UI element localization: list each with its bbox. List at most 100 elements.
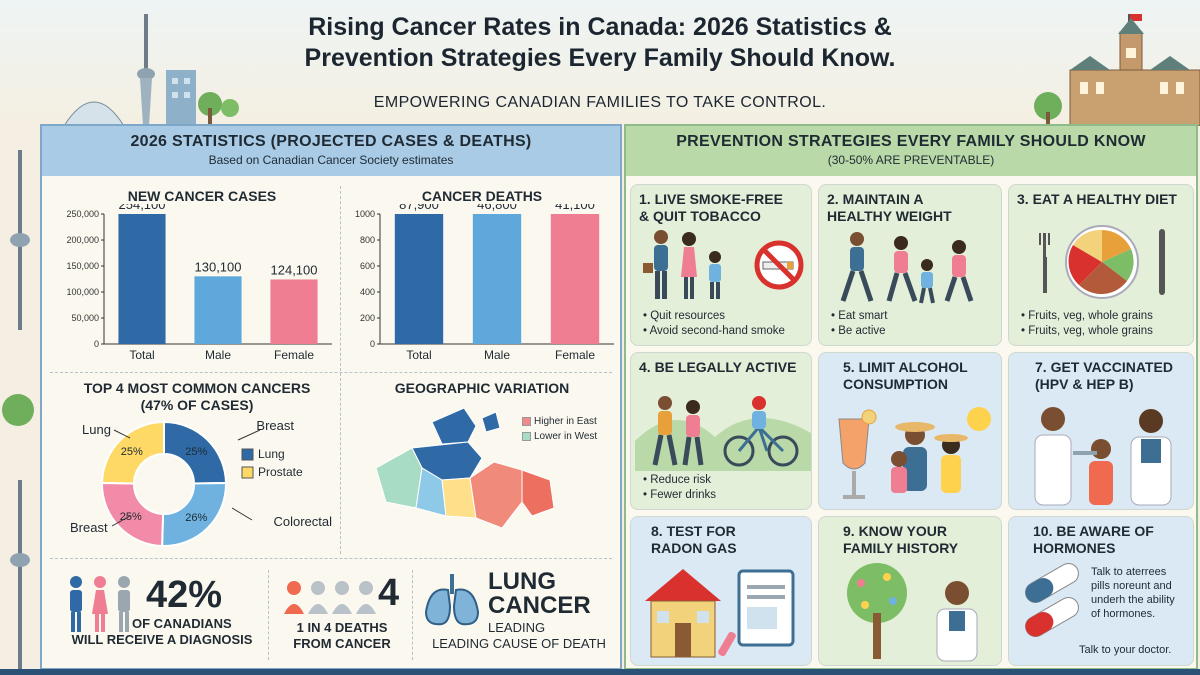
prevention-panel-subtitle: (30-50% ARE PREVENTABLE) — [827, 153, 995, 167]
donut-slice-2 — [161, 482, 227, 547]
bar-value-label: 130,100 — [195, 259, 242, 274]
cocktail-family-icon — [838, 407, 991, 499]
stat-1-in-4-caption: 1 IN 4 DEATHS FROM CANCER — [293, 620, 391, 651]
card-title: 5. LIMIT ALCOHOL CONSUMPTION — [843, 359, 968, 392]
prevention-panel: PREVENTION STRATEGIES EVERY FAMILY SHOUL… — [624, 124, 1198, 670]
card-hormones: 10. BE AWARE OF HORMONES Talk to aterree… — [1008, 516, 1194, 666]
card-be-active: 4. BE LEGALLY ACTIVE Reduce risk Fewer d… — [630, 352, 812, 510]
new-cancer-cases-chart: 0 50,000 100,000 150,000 200,000 250,000 254,1… — [66, 204, 332, 362]
footer-bar — [0, 669, 1200, 675]
chart-deaths-title: CANCER DEATHS — [421, 188, 543, 204]
house-radon-test-icon — [645, 569, 795, 658]
bar-female — [550, 214, 600, 344]
hormones-note: Talk to aterrees pills noreunt and under… — [1091, 566, 1175, 620]
page-subtitle: EMPOWERING CANADIAN FAMILIES TO TAKE CON… — [373, 94, 827, 111]
legend-label: Prostate — [258, 465, 303, 479]
bar-total — [118, 214, 166, 344]
card-title: 1. LIVE SMOKE-FREE & QUIT TOBACCO — [639, 191, 783, 224]
header: Rising Cancer Rates in Canada: 2026 Stat… — [0, 0, 1200, 126]
family-exercising-icon — [840, 232, 974, 304]
bar-value-label: 254,100 — [119, 204, 166, 212]
page-title: Rising Cancer Rates in Canada: 2026 Stat… — [304, 13, 896, 72]
card-title: 2. MAINTAIN A HEALTHY WEIGHT — [827, 191, 952, 224]
card-limit-alcohol: 5. LIMIT ALCOHOL CONSUMPTION — [818, 352, 1002, 510]
bar-female — [270, 279, 318, 344]
chart-cases-title: NEW CANCER CASES — [127, 188, 277, 204]
card-title: 3. EAT A HEALTHY DIET — [1017, 191, 1177, 207]
donut-callout-label: Breast — [70, 520, 108, 535]
card-list: Reduce risk Fewer drinks — [643, 473, 716, 503]
callout-line — [231, 507, 253, 521]
y-tick-label: 0 — [370, 339, 375, 349]
donut-title: TOP 4 MOST COMMON CANCERS (47% OF CASES) — [83, 380, 311, 413]
statistics-panel-title: 2026 STATISTICS (PROJECTED CASES & DEATH… — [130, 133, 532, 150]
stat-42-caption: OF CANADIANS WILL RECEIVE A DIAGNOSIS — [71, 616, 253, 647]
toronto-skyline-illustration — [63, 14, 239, 126]
donut-slice-label: 25% — [121, 446, 143, 458]
y-tick-label: 0 — [94, 339, 99, 349]
statistics-panel-header: 2026 STATISTICS (PROJECTED CASES & DEATH… — [42, 126, 620, 176]
stat-lung-cancer-caption: LEADING CAUSE OF DEATH — [432, 636, 606, 651]
card-smoke-free: 1. LIVE SMOKE-FREE & QUIT TOBACCO Quit r… — [630, 184, 812, 346]
geo-legend-item-west: Lower in West — [522, 429, 597, 444]
bar-total — [394, 214, 444, 344]
legend-swatch — [241, 448, 254, 461]
card-title: 9. KNOW YOUR FAMILY HISTORY — [843, 523, 959, 556]
stat-42-percent: 42% — [146, 574, 223, 616]
donut-slice-label: 25% — [185, 446, 207, 458]
x-tick-label: Female — [274, 348, 314, 362]
y-tick-label: 150,000 — [66, 261, 99, 271]
bar-value-label: 46,800 — [477, 204, 517, 212]
card-list: Quit resources Avoid second-hand smoke — [643, 309, 785, 339]
y-tick-label: 200 — [360, 313, 375, 323]
x-tick-label: Total — [129, 348, 154, 362]
x-tick-label: Male — [484, 348, 510, 362]
donut-callout-label: Colorectal — [273, 514, 332, 529]
legend-swatch — [241, 466, 254, 479]
y-tick-label: 100,000 — [66, 287, 99, 297]
x-tick-label: Total — [406, 348, 431, 362]
geo-legend: Higher in East Lower in West — [522, 414, 597, 444]
doctor-vaccine-icon — [1034, 407, 1172, 506]
parliament-building-illustration — [1034, 14, 1200, 126]
stat-1-in-4-number: 4 — [378, 572, 400, 614]
bar-value-label: 41,100 — [555, 204, 595, 212]
card-title: 4. BE LEGALLY ACTIVE — [639, 359, 797, 375]
y-tick-label: 1000 — [355, 209, 375, 219]
callout-line — [113, 429, 131, 439]
y-tick-label: 50,000 — [71, 313, 99, 323]
bar-male — [194, 276, 242, 344]
geo-title: GEOGRAPHIC VARIATION — [394, 380, 570, 396]
card-healthy-diet: 3. EAT A HEALTHY DIET Fruits, veg, whole… — [1008, 184, 1194, 346]
cancer-deaths-chart: 0 200 400 600 800 1000 87,900 Total 46,800 Male 41… — [355, 204, 614, 362]
hiking-cycling-icon — [635, 396, 811, 471]
people-group-icon — [70, 576, 130, 632]
y-tick-label: 200,000 — [66, 235, 99, 245]
y-tick-label: 250,000 — [66, 209, 99, 219]
bar-value-label: 124,100 — [271, 262, 318, 277]
callout-line — [111, 515, 131, 527]
y-tick-label: 400 — [360, 287, 375, 297]
healthy-plate-icon — [1039, 225, 1165, 299]
card-family-history: 9. KNOW YOUR FAMILY HISTORY — [818, 516, 1002, 666]
y-tick-label: 600 — [360, 261, 375, 271]
prevention-panel-title: PREVENTION STRATEGIES EVERY FAMILY SHOUL… — [676, 133, 1146, 150]
callout-line — [237, 429, 261, 441]
donut-slice-3 — [101, 482, 165, 548]
geo-legend-item-east: Higher in East — [522, 414, 597, 429]
card-healthy-weight: 2. MAINTAIN A HEALTHY WEIGHT Eat smart B… — [818, 184, 1002, 346]
donut-slice-label: 25% — [120, 511, 142, 523]
statistics-panel-subtitle: Based on Canadian Cancer Society estimat… — [208, 153, 454, 167]
card-get-vaccinated: 7. GET VACCINATED (HPV & HEP B) — [1008, 352, 1194, 510]
lungs-icon — [424, 574, 480, 626]
legend-label: Lung — [258, 447, 285, 461]
statistics-panel: 2026 STATISTICS (PROJECTED CASES & DEATH… — [40, 124, 622, 670]
family-walking-icon — [643, 230, 721, 299]
donut-callout-label: Lung — [82, 422, 111, 437]
stat-lung-cancer-sub: LEADING — [488, 620, 546, 635]
card-title: 10. BE AWARE OF HORMONES — [1033, 523, 1154, 556]
prevention-panel-header: PREVENTION STRATEGIES EVERY FAMILY SHOUL… — [626, 126, 1196, 176]
donut-callout-label: Breast — [256, 418, 294, 433]
pills-icon — [1025, 563, 1079, 637]
stat-lung-cancer-heading: LUNG CANCER — [488, 568, 591, 619]
